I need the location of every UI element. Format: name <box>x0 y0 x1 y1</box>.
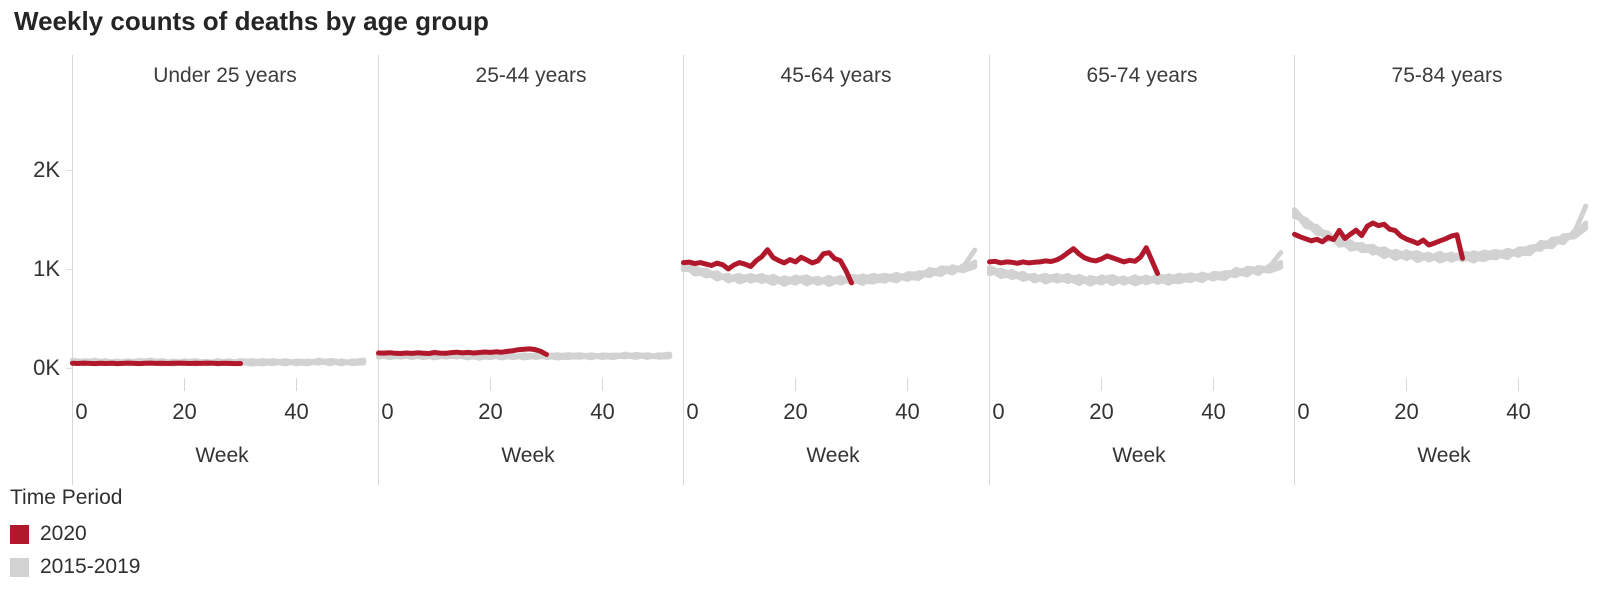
x-tick-label: 40 <box>1507 399 1531 424</box>
x-tick-label: 0 <box>381 399 393 424</box>
x-tick-label: 40 <box>590 399 614 424</box>
panel-title: 45-64 years <box>781 64 892 87</box>
plot-area-25-44-years[interactable]: 25-44 years 0 20 40 Week <box>375 55 684 485</box>
chart-title: Weekly counts of deaths by age group <box>14 6 489 36</box>
x-tick-label: 40 <box>1201 399 1225 424</box>
x-tick-label: 0 <box>75 399 87 424</box>
x-tick-label: 20 <box>1089 399 1113 424</box>
charts-area: Under 25 years 0 20 40 Week 25-44 years 0 20 40 W… <box>0 55 1600 485</box>
x-tick-label: 20 <box>783 399 807 424</box>
legend-title: Time Period <box>10 486 123 509</box>
line-2015-2019[interactable] <box>375 351 672 361</box>
line-2020[interactable] <box>375 346 549 357</box>
line-2020[interactable] <box>70 360 243 367</box>
plot-area-under-25-years[interactable]: Under 25 years 0 20 40 Week <box>70 55 378 485</box>
x-axis-title: Week <box>1112 444 1166 467</box>
panel-75-84-years: 75-84 years 0 20 40 Week <box>1292 55 1600 485</box>
panel-45-64-years: 45-64 years 0 20 40 Week <box>681 55 989 485</box>
x-tick-label: 40 <box>895 399 919 424</box>
x-tick-label: 0 <box>1298 399 1310 424</box>
legend-swatch-2020 <box>10 524 29 544</box>
x-axis-title: Week <box>807 444 861 467</box>
legend-item-2015-2019[interactable]: 2015-2019 <box>10 555 140 579</box>
line-2015-2019[interactable] <box>986 264 1283 287</box>
panel-title: 25-44 years <box>475 64 586 87</box>
plot-area-45-64-years[interactable]: 45-64 years 0 20 40 Week <box>681 55 989 485</box>
line-2020[interactable] <box>681 247 855 286</box>
x-tick-label: 0 <box>992 399 1004 424</box>
x-tick-label: 20 <box>172 399 196 424</box>
legend: Time Period 2020 2015-2019 <box>10 486 140 579</box>
panel-title: Under 25 years <box>153 64 297 87</box>
y-tick <box>66 368 72 369</box>
legend-swatch-2015-2019 <box>10 557 29 577</box>
legend-item-2020[interactable]: 2020 <box>10 522 140 546</box>
x-axis-title: Week <box>195 444 249 467</box>
legend-label-2020: 2020 <box>40 522 87 545</box>
plot-area-75-84-years[interactable]: 75-84 years 0 20 40 Week <box>1292 55 1600 485</box>
y-tick-label: 1K <box>33 256 60 281</box>
x-tick-label: 40 <box>284 399 308 424</box>
y-tick-label: 0K <box>33 355 60 380</box>
x-axis-title: Week <box>501 444 555 467</box>
panel-under-25-years: Under 25 years 0 20 40 Week <box>70 55 378 485</box>
plot-area-65-74-years[interactable]: 65-74 years 0 20 40 Week <box>986 55 1295 485</box>
x-tick-label: 0 <box>687 399 699 424</box>
line-2020[interactable] <box>986 245 1160 276</box>
panel-title: 75-84 years <box>1392 64 1503 87</box>
legend-label-2015-2019: 2015-2019 <box>40 555 141 578</box>
x-axis-title: Week <box>1418 444 1472 467</box>
line-2015-2019[interactable] <box>681 262 978 287</box>
line-2015-2019[interactable] <box>1292 208 1589 262</box>
x-tick-label: 20 <box>478 399 502 424</box>
line-2020[interactable] <box>1292 220 1466 261</box>
y-tick <box>66 269 72 270</box>
y-tick-label: 2K <box>33 157 60 182</box>
panel-title: 65-74 years <box>1086 64 1197 87</box>
y-tick <box>66 170 72 171</box>
x-tick-label: 20 <box>1395 399 1419 424</box>
panel-65-74-years: 65-74 years 0 20 40 Week <box>986 55 1295 485</box>
panel-25-44-years: 25-44 years 0 20 40 Week <box>375 55 684 485</box>
y-axis: 0K 1K 2K <box>0 55 72 485</box>
